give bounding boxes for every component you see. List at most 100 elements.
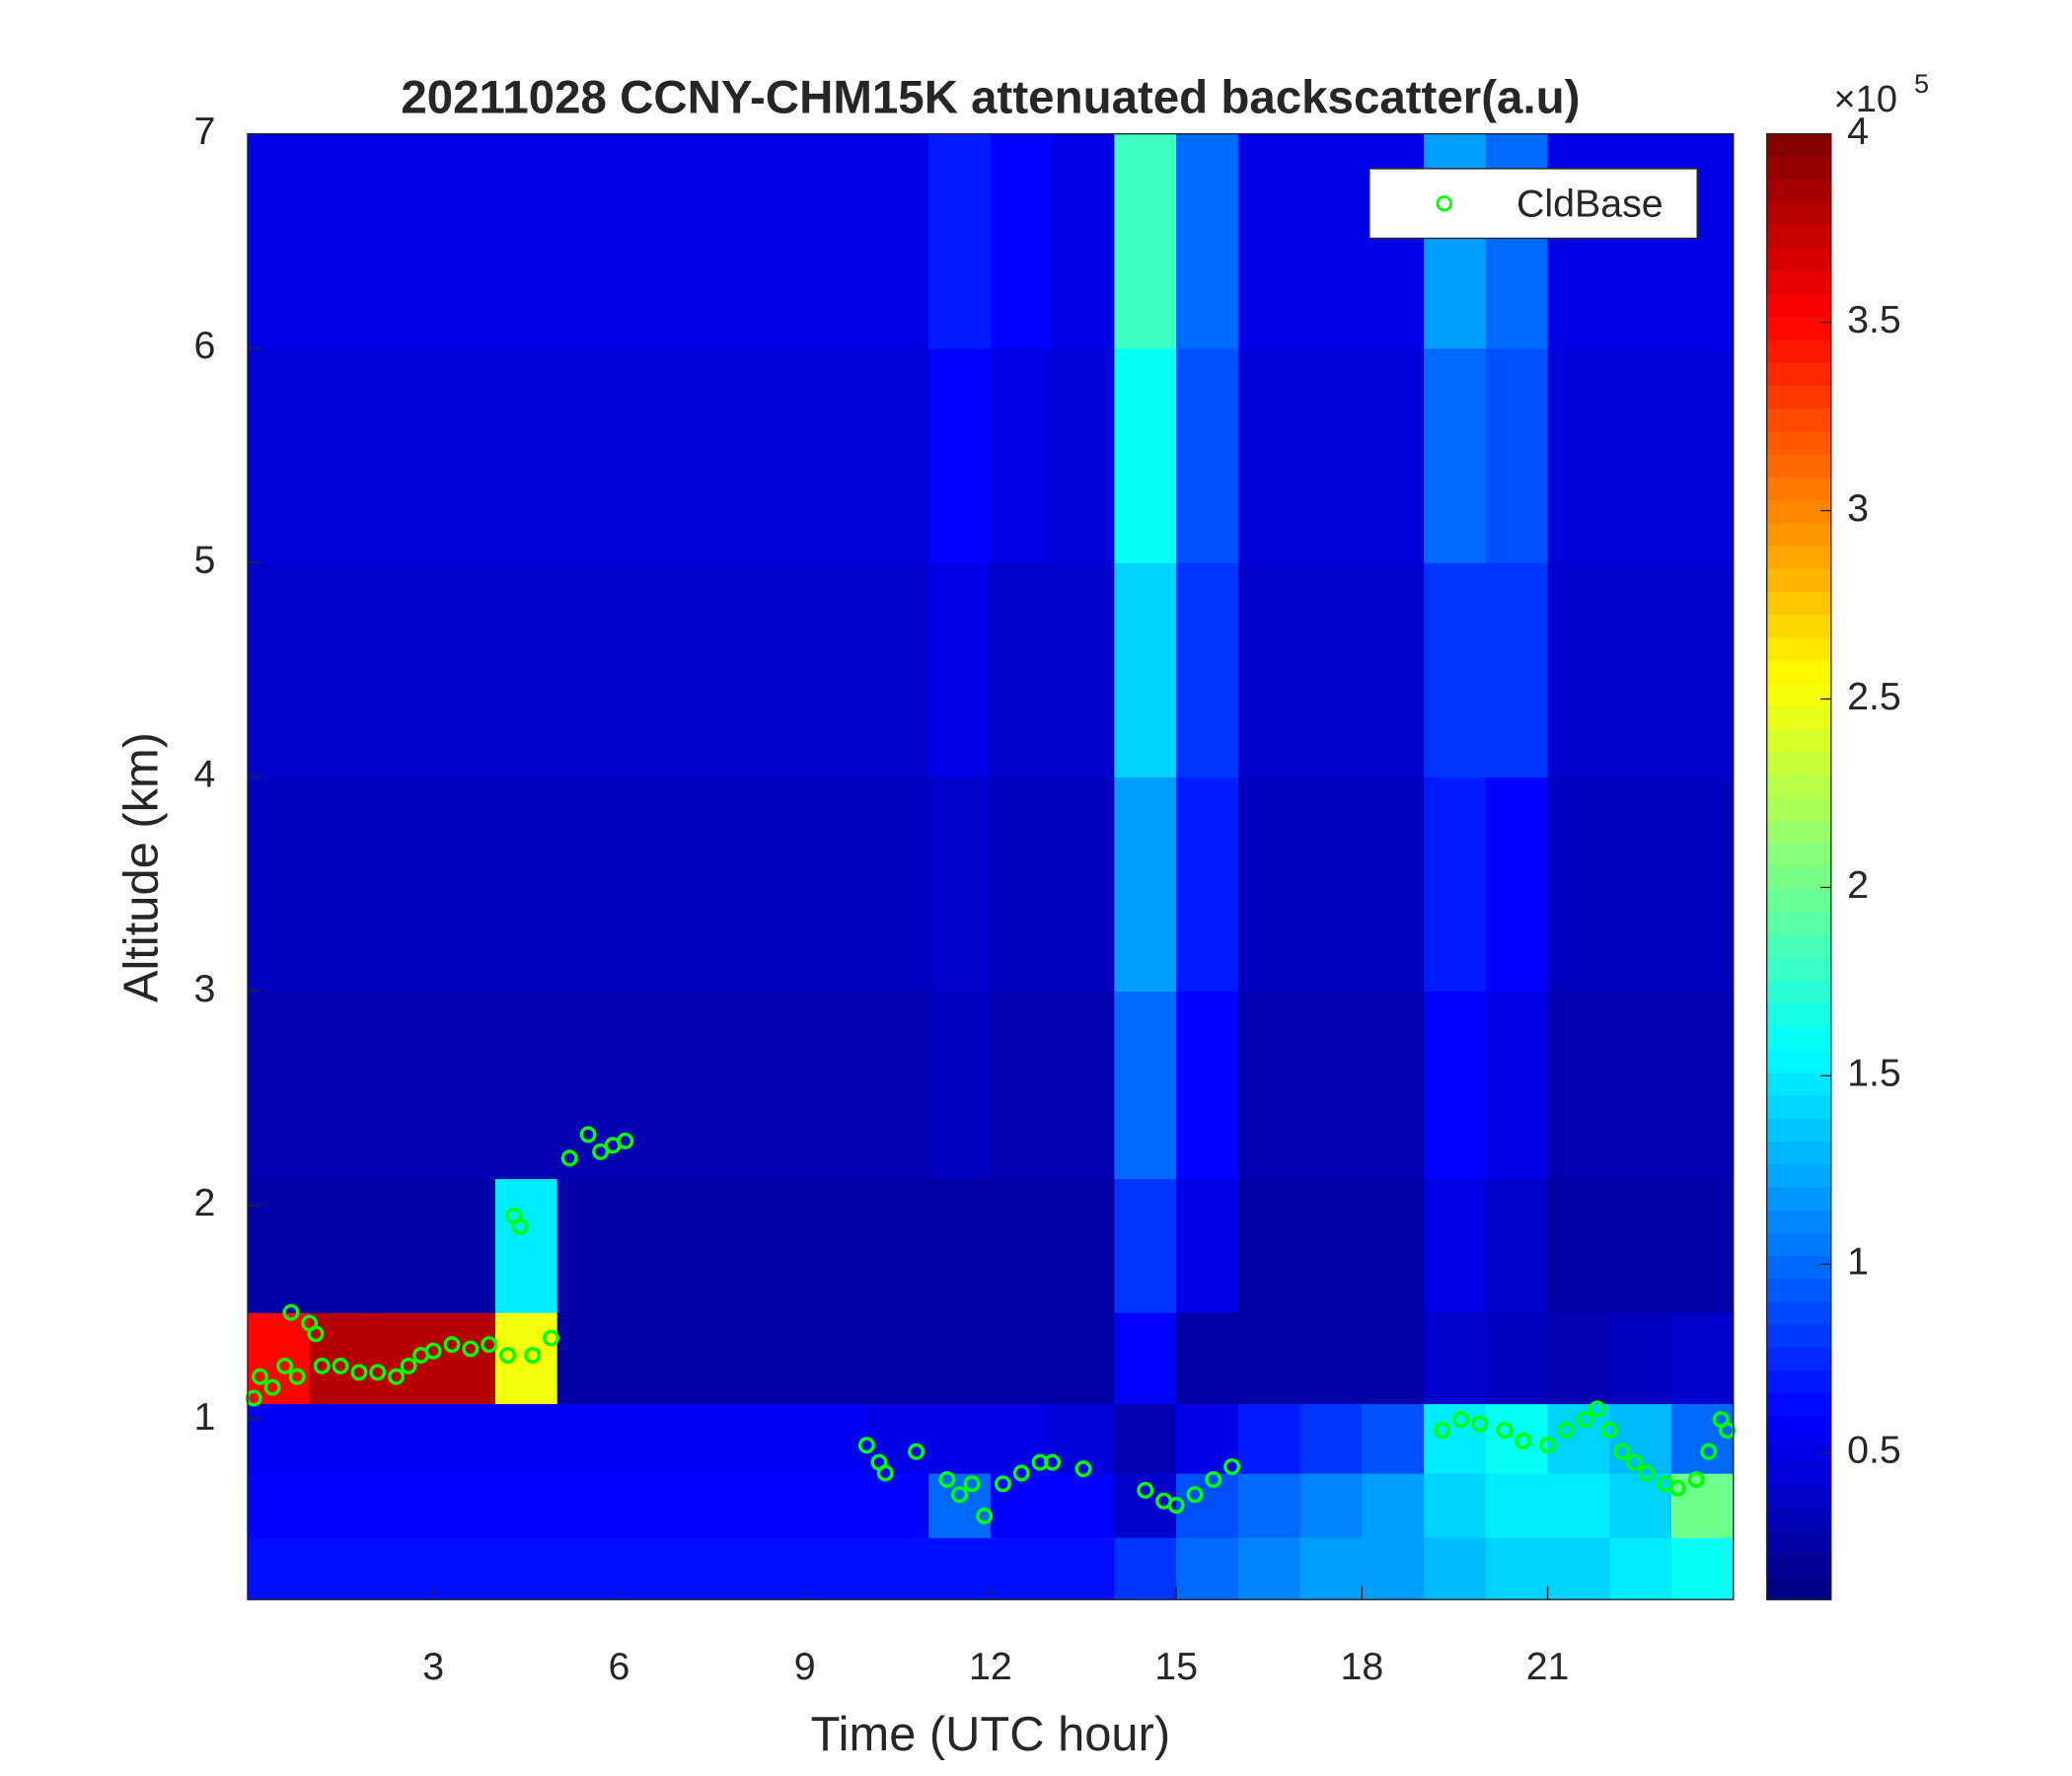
- colorbar-swatch: [1766, 568, 1831, 593]
- cloud-base-point: [1613, 1443, 1631, 1460]
- colorbar-swatch: [1766, 454, 1831, 479]
- heatmap-cell: [804, 347, 868, 563]
- heatmap-cell: [1052, 1473, 1116, 1538]
- legend: CldBase: [1369, 168, 1698, 240]
- heatmap-cell: [928, 1473, 992, 1538]
- cloud-base-point: [313, 1357, 331, 1374]
- colorbar-swatch: [1766, 637, 1831, 662]
- heatmap-cell: [1114, 991, 1177, 1180]
- heatmap-cell: [1671, 1312, 1735, 1405]
- heatmap-cell: [1485, 562, 1549, 777]
- colorbar-swatch: [1766, 752, 1831, 777]
- heatmap-cell: [1237, 1312, 1301, 1405]
- cloud-base-point: [443, 1336, 461, 1354]
- heatmap-cell: [309, 777, 373, 993]
- heatmap-cell: [371, 777, 434, 993]
- heatmap-cell: [1362, 1403, 1425, 1474]
- heatmap-cell: [1052, 133, 1116, 349]
- heatmap-cell: [990, 1473, 1054, 1538]
- heatmap-cell: [990, 133, 1054, 349]
- cloud-base-point: [252, 1368, 268, 1385]
- heatmap-cell: [1485, 1473, 1549, 1538]
- colorbar-exponent: 5: [1914, 68, 1929, 99]
- heatmap-cell: [1609, 347, 1672, 563]
- heatmap-cell: [1299, 347, 1364, 563]
- heatmap-cell: [556, 991, 621, 1180]
- x-tick-label: 18: [1340, 1645, 1383, 1688]
- heatmap-cell: [990, 1312, 1054, 1405]
- heatmap-cell: [1671, 133, 1735, 349]
- cloud-base-point: [1576, 1411, 1593, 1429]
- cloud-base-point: [462, 1340, 480, 1358]
- heatmap-cell: [1299, 991, 1364, 1180]
- heatmap-cell: [1052, 991, 1116, 1180]
- colorbar-swatch: [1766, 156, 1831, 181]
- cloud-base-point: [1044, 1453, 1062, 1471]
- cloud-base-point: [976, 1507, 994, 1524]
- heatmap-cell: [1362, 1178, 1425, 1313]
- heatmap-cell: [1176, 562, 1239, 777]
- colorbar-swatch: [1766, 981, 1831, 1005]
- heatmap-cell: [433, 562, 496, 777]
- heatmap-cell: [1609, 777, 1672, 993]
- colorbar-swatch: [1766, 1393, 1831, 1418]
- colorbar-swatch: [1766, 1003, 1831, 1028]
- heatmap-cell: [1299, 1473, 1364, 1538]
- colorbar-frame: [1766, 132, 1832, 1600]
- heatmap-cell: [866, 347, 929, 563]
- heatmap-cell: [247, 1178, 311, 1313]
- heatmap-cell: [247, 991, 311, 1180]
- heatmap-cell: [1176, 777, 1239, 993]
- heatmap-cell: [371, 1312, 434, 1405]
- colorbar-swatch: [1766, 1187, 1831, 1212]
- colorbar-swatch: [1766, 1347, 1831, 1371]
- colorbar-swatch: [1766, 1141, 1831, 1165]
- heatmap-cell: [371, 347, 434, 563]
- cloud-base-point: [1557, 1422, 1575, 1440]
- heatmap-cell: [247, 1403, 311, 1474]
- heatmap-cell: [1609, 1178, 1672, 1313]
- heatmap-cell: [866, 1473, 929, 1538]
- colorbar-swatch: [1766, 912, 1831, 936]
- colorbar-swatch: [1766, 1553, 1831, 1578]
- heatmap-cell: [371, 133, 434, 349]
- heatmap-cell: [494, 991, 558, 1180]
- cloud-base-point: [542, 1329, 559, 1347]
- heatmap-cell: [1176, 1178, 1239, 1313]
- heatmap-cell: [681, 991, 744, 1180]
- heatmap-cell: [1299, 1403, 1364, 1474]
- colorbar-swatch: [1766, 705, 1831, 730]
- heatmap-cell: [1609, 133, 1672, 349]
- heatmap-cell: [433, 1178, 496, 1313]
- heatmap-cell: [1362, 777, 1425, 993]
- heatmap-cell: [681, 562, 744, 777]
- colorbar-tick-label: 1: [1847, 1240, 1869, 1284]
- heatmap: [247, 133, 1735, 1600]
- heatmap-cell: [681, 347, 744, 563]
- heatmap-cell: [619, 1178, 682, 1313]
- heatmap-cell: [1362, 1537, 1425, 1600]
- colorbar-swatch: [1766, 1164, 1831, 1189]
- heatmap-cell: [928, 1312, 992, 1405]
- colorbar-swatch: [1766, 1279, 1831, 1303]
- colorbar-swatch: [1766, 1530, 1831, 1555]
- heatmap-cell: [1671, 347, 1735, 563]
- heatmap-cell: [1609, 562, 1672, 777]
- heatmap-cell: [1299, 133, 1364, 349]
- heatmap-cell: [1114, 777, 1177, 993]
- cloud-base-point: [1012, 1464, 1030, 1482]
- y-tick-label: 1: [194, 1395, 216, 1439]
- heatmap-cell: [247, 777, 311, 993]
- colorbar-tick-label: 0.5: [1847, 1429, 1901, 1472]
- heatmap-cell: [556, 1537, 621, 1600]
- heatmap-cell: [1424, 777, 1487, 993]
- colorbar-swatch: [1766, 591, 1831, 616]
- heatmap-cell: [494, 1178, 558, 1313]
- y-tick-label: 7: [194, 110, 216, 153]
- y-tick-label: 5: [194, 538, 216, 581]
- cloud-base-point: [307, 1325, 325, 1343]
- cloud-base-point: [332, 1357, 349, 1374]
- heatmap-cell: [1114, 562, 1177, 777]
- legend-marker: [1436, 195, 1452, 212]
